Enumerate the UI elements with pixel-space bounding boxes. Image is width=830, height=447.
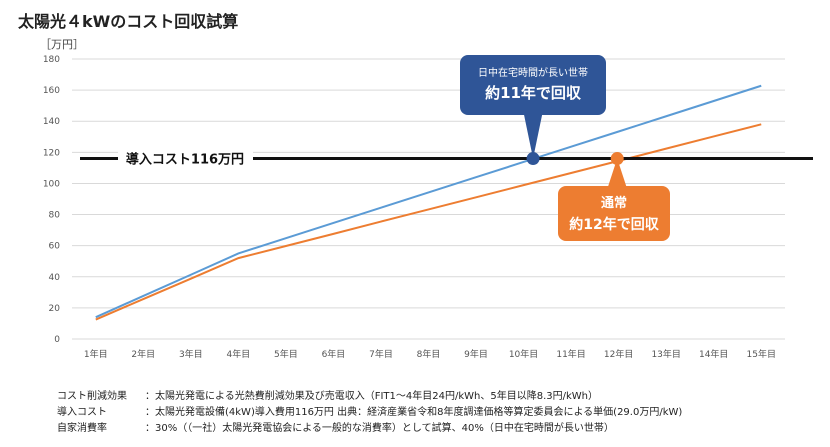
- x-tick-label: 1年目: [84, 348, 108, 360]
- chart-title: 太陽光４kWのコスト回収試算: [18, 12, 239, 31]
- note-label: 自家消費率: [57, 423, 107, 434]
- annotation-line2: 約12年で回収: [569, 217, 659, 233]
- y-axis-label: ［万円］: [40, 38, 84, 51]
- x-tick-label: 8年目: [417, 348, 441, 360]
- y-tick-label: 80: [49, 211, 61, 221]
- y-tick-label: 0: [54, 335, 60, 345]
- note-row: 導入コスト ：太陽光発電設備(4kW)導入費用116万円 出典：経済産業省令和8年…: [57, 403, 682, 418]
- note-label: 導入コスト: [57, 407, 107, 418]
- note-text: ：30%（（一社）太陽光発電協会による一般的な消費率）として試算、40%（日中在…: [145, 423, 614, 434]
- y-tick-label: 20: [49, 304, 61, 314]
- y-tick-label: 180: [43, 55, 60, 65]
- x-tick-label: 6年目: [322, 348, 346, 360]
- note-row: 自家消費率 ：30%（（一社）太陽光発電協会による一般的な消費率）として試算、40…: [57, 419, 614, 434]
- series-line-1: [95, 123, 762, 321]
- x-tick-label: 15年目: [747, 348, 776, 360]
- x-tick-label: 12年目: [604, 348, 633, 360]
- annotation-bubble-long-home: 日中在宅時間が長い世帯 約11年で回収: [460, 55, 606, 115]
- reference-label-bg: [118, 148, 253, 169]
- x-tick-label: 9年目: [464, 348, 488, 360]
- series-line-0: [95, 84, 762, 319]
- annotation-bubble-normal: 通常 約12年で回収: [558, 186, 670, 241]
- x-tick-label: 14年目: [699, 348, 728, 360]
- note-text: ：太陽光発電設備(4kW)導入費用116万円 出典：経済産業省令和8年度調達価格…: [145, 407, 683, 418]
- plot-area: 0 20 40 60 80 100 120 140 160 180 1年目 2年目 3年目 4年目 5年目 6…: [43, 55, 813, 360]
- annotation-pointer: [608, 158, 627, 186]
- x-tick-label: 2年目: [131, 348, 155, 360]
- x-tick-label: 11年目: [556, 348, 585, 360]
- x-tick-label: 7年目: [369, 348, 393, 360]
- annotation-line2: 約11年で回収: [485, 84, 581, 102]
- note-text: ：太陽光発電による光熱費削減効果及び売電収入（FIT1～4年目24円/kWh、5…: [145, 391, 598, 402]
- x-tick-label: 3年目: [179, 348, 203, 360]
- y-tick-label: 120: [43, 148, 60, 158]
- y-tick-label: 40: [49, 273, 61, 283]
- x-tick-label: 5年目: [274, 348, 298, 360]
- x-tick-label: 13年目: [651, 348, 680, 360]
- note-row: コスト削減効果 ：太陽光発電による光熱費削減効果及び売電収入（FIT1～4年目24…: [57, 387, 598, 402]
- annotation-line1: 日中在宅時間が長い世帯: [478, 68, 588, 79]
- x-tick-label: 4年目: [226, 348, 250, 360]
- reference-label: 導入コスト116万円: [126, 152, 244, 168]
- note-label: コスト削減効果: [57, 391, 127, 402]
- intersection-marker: [610, 152, 624, 166]
- y-tick-label: 160: [43, 86, 60, 96]
- y-tick-label: 60: [49, 242, 61, 252]
- y-tick-label: 140: [43, 117, 60, 127]
- y-tick-label: 100: [43, 179, 60, 189]
- annotation-pointer: [524, 115, 543, 159]
- x-tick-label: 10年目: [509, 348, 538, 360]
- intersection-marker: [526, 152, 540, 166]
- annotation-line1: 通常: [600, 196, 627, 211]
